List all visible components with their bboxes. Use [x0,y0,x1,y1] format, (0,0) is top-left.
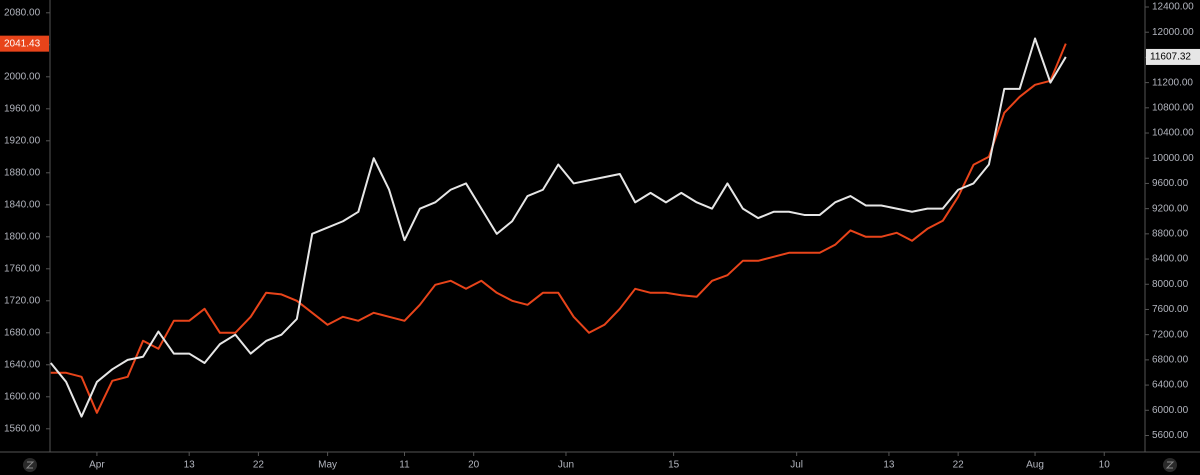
y2-tick-label: 8800.00 [1152,228,1189,239]
last-value-label: 11607.32 [1150,52,1191,63]
x-tick-label: Aug [1026,460,1044,471]
y-tick-label: 1800.00 [4,231,41,242]
series-line [50,43,1067,414]
y2-tick-label: 7200.00 [1152,329,1189,340]
y2-tick-label: 12400.00 [1152,2,1194,13]
x-tick-label: 11 [399,460,410,471]
y-tick-label: 1720.00 [4,295,41,306]
y2-tick-label: 11200.00 [1152,77,1193,88]
y-tick-label: 1680.00 [4,327,41,338]
x-tick-label: 20 [468,460,480,471]
x-tick-label: 22 [253,460,265,471]
x-tick-label: Jul [790,460,803,471]
y-tick-label: 1640.00 [4,359,41,370]
last-value-badge [1146,48,1200,65]
settings-button[interactable] [1163,458,1177,472]
last-value-badge [0,35,49,52]
x-tick-label: Jun [558,460,574,471]
y-tick-label: 1560.00 [4,423,41,434]
y2-tick-label: 9600.00 [1152,178,1189,189]
y2-tick-label: 9200.00 [1152,203,1189,214]
x-tick-label: 13 [883,460,895,471]
y2-tick-label: 6000.00 [1152,405,1189,416]
x-tick-label: 15 [668,460,680,471]
x-tick-label: 13 [184,460,196,471]
y-tick-label: 2080.00 [4,7,41,18]
y2-tick-label: 7600.00 [1152,304,1189,315]
y-tick-label: 1600.00 [4,391,41,402]
y-tick-label: 1840.00 [4,199,41,210]
series-line [49,37,1067,418]
y2-tick-label: 6400.00 [1152,380,1189,391]
y2-tick-label: 10400.00 [1152,128,1194,139]
y2-tick-label: 10800.00 [1152,102,1194,113]
y2-tick-label: 12000.00 [1152,27,1194,38]
x-tick-label: May [318,460,337,471]
y2-tick-label: 6800.00 [1152,355,1189,366]
y-tick-label: 1760.00 [4,263,41,274]
x-tick-label: Apr [89,460,105,471]
y2-tick-label: 5600.00 [1152,430,1189,441]
y-tick-label: 1880.00 [4,167,41,178]
x-tick-label: 10 [1099,460,1111,471]
y2-tick-label: 10000.00 [1152,153,1194,164]
y-tick-label: 1920.00 [4,135,41,146]
y-tick-label: 2000.00 [4,71,41,82]
x-tick-label: 22 [953,460,965,471]
y2-tick-label: 8400.00 [1152,254,1189,265]
y-tick-label: 1960.00 [4,103,41,114]
last-value-label: 2041.43 [4,38,41,49]
settings-button[interactable] [23,458,37,472]
y2-tick-label: 8000.00 [1152,279,1189,290]
